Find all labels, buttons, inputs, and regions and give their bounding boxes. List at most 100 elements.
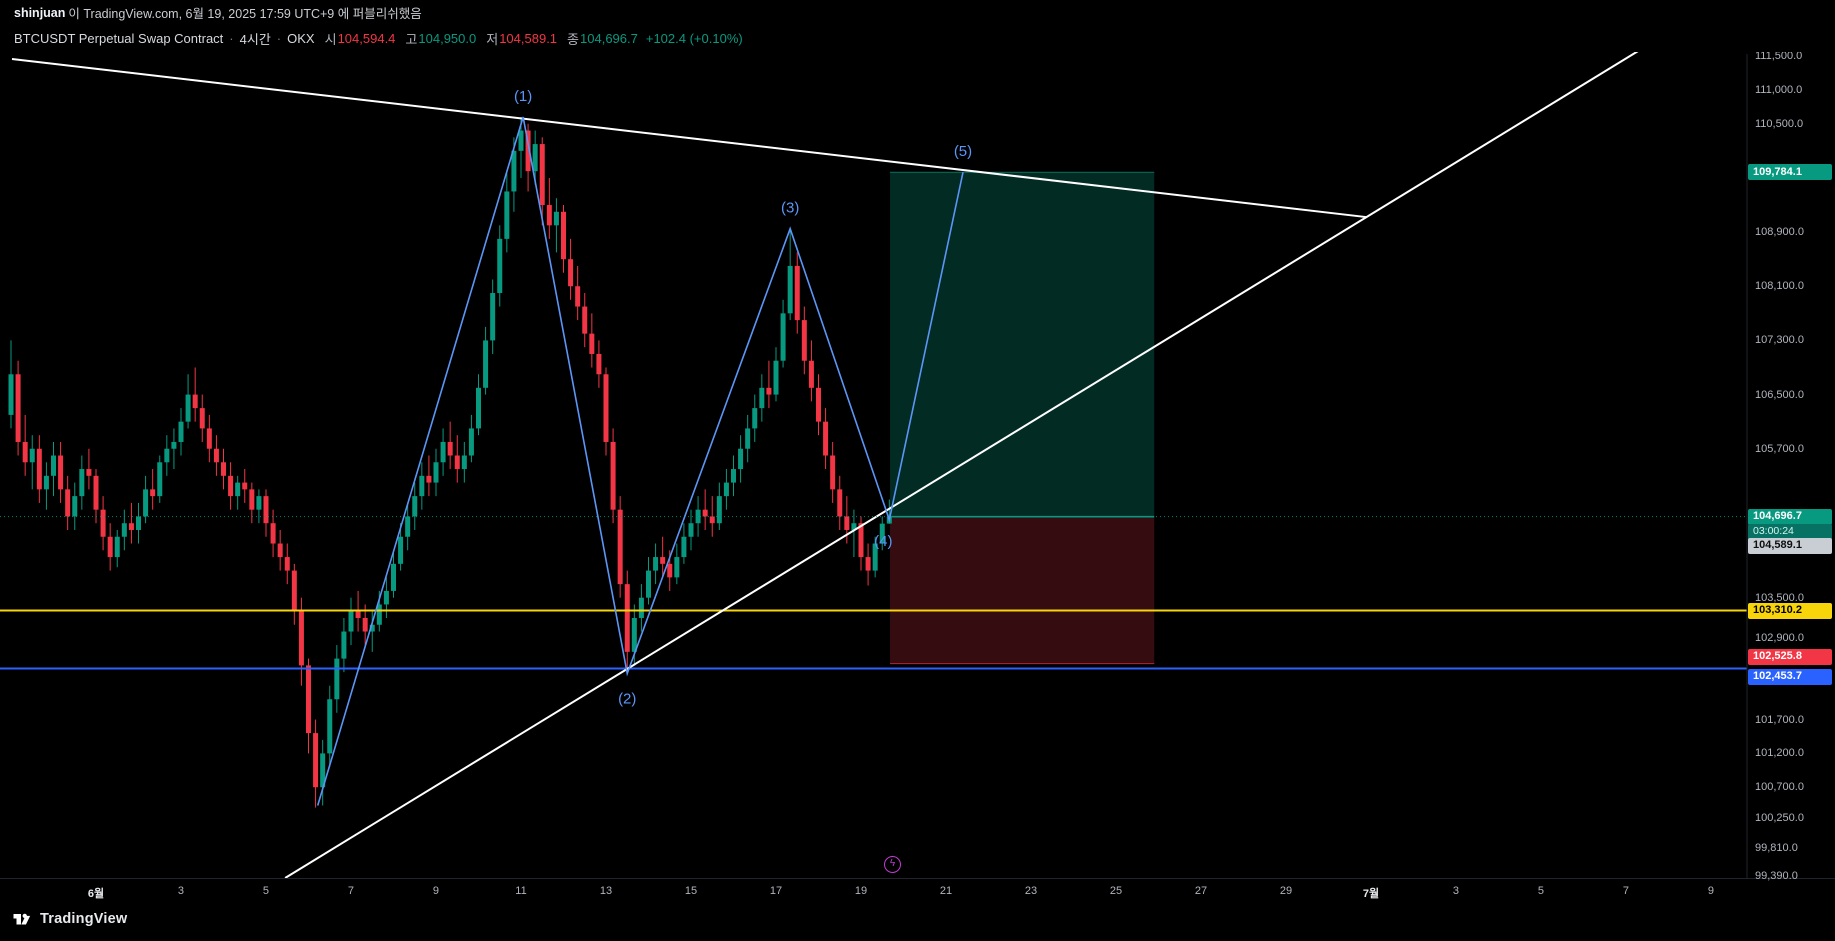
candle-body [582,306,588,334]
candle-body [865,557,871,571]
candle-body [766,387,772,395]
interval-label[interactable]: 4시간 [239,32,271,47]
candle-body [284,557,290,571]
price-tick-label: 99,390.0 [1755,869,1798,882]
time-tick-label: 19 [854,885,868,897]
candle-body [277,543,283,558]
candle-body [738,448,744,470]
candle-body [794,265,800,321]
candle-body [730,469,736,483]
candle-body [65,489,71,517]
candle-body [716,496,722,524]
time-tick-label: 9 [1707,885,1715,897]
candle-body [532,144,538,172]
yellow-line-badge: 103,310.2 [1748,602,1832,619]
candle-body [249,489,255,510]
candle-body [674,557,680,578]
candle-body [93,475,99,510]
candle-body [596,353,602,375]
candle-body [157,462,163,497]
candle-body [808,360,814,388]
candle-body [525,130,531,172]
candle-body [114,536,120,558]
candle-body [291,570,297,612]
candle-body [143,489,149,517]
candle-body [390,563,396,591]
candle-body [440,441,446,463]
candle-body [164,448,170,463]
candle-body [107,536,113,558]
candle-body [631,617,637,652]
loss-zone [890,516,1155,664]
publish-author: shinjuan [14,5,66,20]
separator-dot: · [276,31,282,46]
candle-body [617,509,623,585]
close-label: 종 [567,32,580,47]
price-tick-label: 110,500.0 [1755,117,1804,130]
close-value: 104,696.7 [580,31,638,46]
candle-body [220,462,226,476]
candle-body [830,455,836,490]
target-price-badge: 109,784.1 [1748,164,1832,181]
candle-body [36,448,42,490]
event-marker-icon[interactable]: ϟ [884,856,901,873]
time-tick-label: 25 [1109,885,1123,897]
price-tick-label: 101,200.0 [1755,747,1804,760]
candle-body [433,462,439,483]
price-tick-label: 101,700.0 [1755,713,1804,726]
candle-body [695,509,701,524]
tradingview-branding[interactable]: TradingView [12,908,127,929]
time-tick-label: 27 [1194,885,1208,897]
price-tick-label: 108,900.0 [1755,226,1804,239]
candle-body [362,617,368,632]
time-tick-label: 23 [1024,885,1038,897]
price-tick-label: 107,300.0 [1755,334,1804,347]
candle-body [844,516,850,530]
candles [8,116,892,808]
candle-body [242,482,248,490]
candle-body [490,293,496,341]
blue-line-badge: 102,453.7 [1748,668,1832,685]
symbol-name[interactable]: BTCUSDT Perpetual Swap Contract [14,31,224,46]
candle-body [235,482,241,497]
long-position-tool[interactable] [890,171,1155,665]
candle-body [560,211,566,260]
time-axis[interactable]: 6월 3 5 7 9 11 13 15 17 19 21 23 25 27 29 7월 3 5 7 9 [0,878,1835,909]
high-value: 104,950.0 [418,31,477,46]
price-axis[interactable]: 111,500.0 111,000.0 110,500.0 108,900.0 108,… [1747,0,1835,882]
open-value: 104,594.4 [337,31,396,46]
candle-body [135,516,141,530]
candle-body [603,374,609,442]
candle-body [837,489,843,517]
candle-body [348,611,354,632]
candle-body [610,441,616,510]
time-tick-label: 9 [432,885,440,897]
trendline-ascending-support[interactable] [284,25,1680,879]
candle-body [553,211,559,226]
time-tick-label: 5 [1537,885,1545,897]
candle-body [653,557,659,571]
candle-body [263,496,269,524]
elliott-wave-drawing[interactable]: (1) (2) (3) (4) (5) [316,88,972,806]
high-label: 고 [405,32,418,47]
candle-body [759,387,765,409]
gray-price-badge: 104,589.1 [1748,537,1832,554]
candle-body [313,733,319,788]
candle-body [334,658,340,700]
time-tick-label: 15 [684,885,698,897]
time-tick-label: 6월 [87,888,105,900]
candle-body [341,631,347,659]
candle-body [475,387,481,429]
candle-body [50,455,56,476]
profit-zone [890,172,1155,517]
candle-body [745,428,751,449]
change-value: +102.4 (+0.10%) [645,31,743,46]
trendline-descending-resistance[interactable] [11,57,1367,219]
candle-body [86,469,92,476]
candle-body [667,563,673,578]
candle-body [645,570,651,598]
candle-body [872,543,878,571]
candle-body [851,523,857,530]
